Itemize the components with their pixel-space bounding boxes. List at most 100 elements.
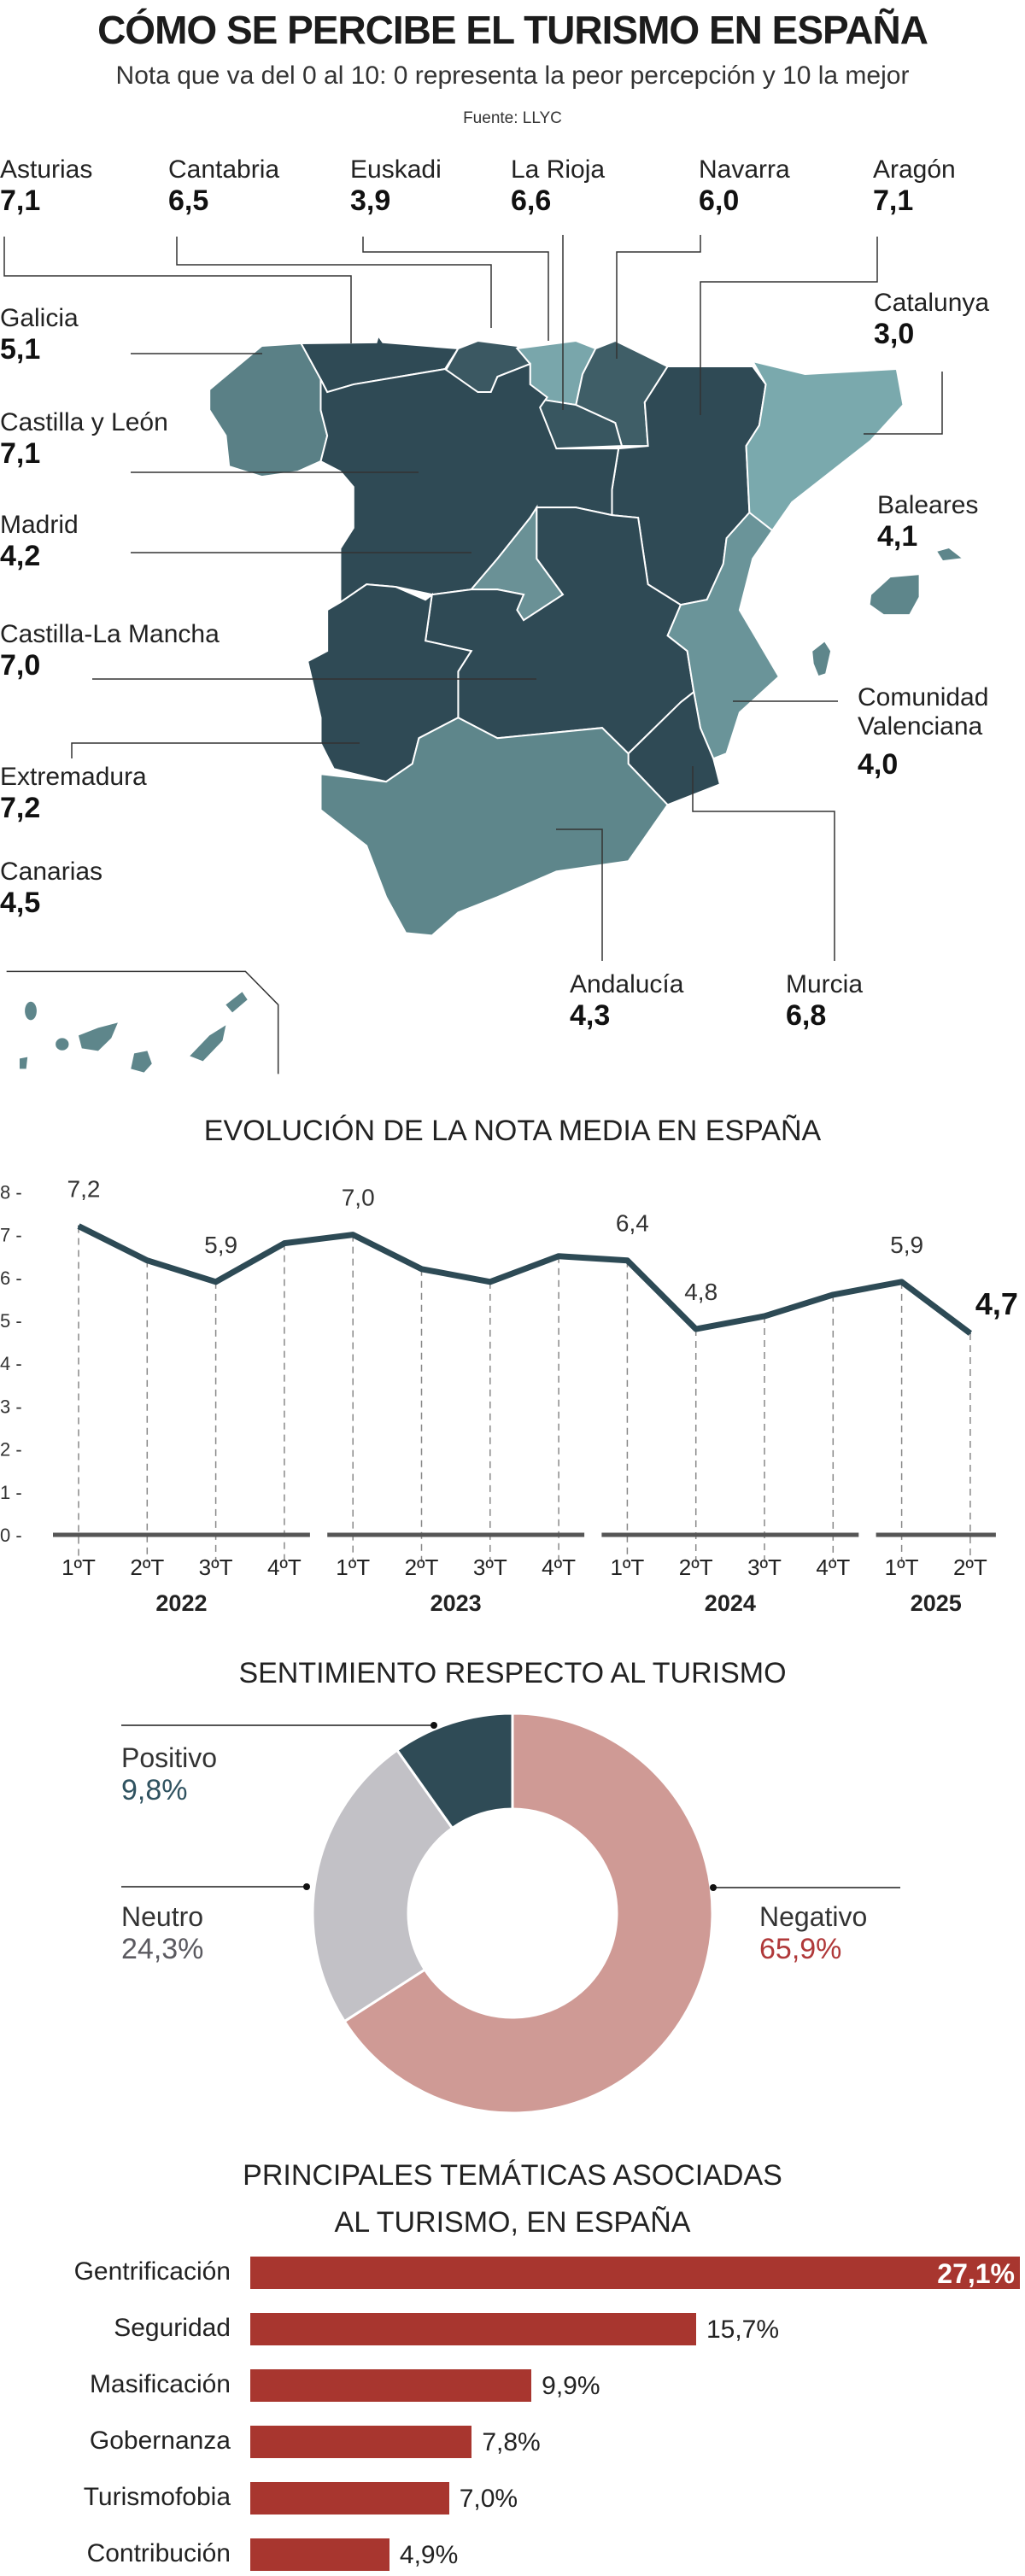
bar-category-label: Seguridad [114, 2314, 231, 2342]
y-tick-label: 5 - [0, 1310, 22, 1332]
bar-value-label: 9,9% [542, 2372, 600, 2400]
y-tick-label: 1 - [0, 1482, 22, 1503]
data-point [489, 1280, 491, 1283]
slice-value: 24,3% [121, 1933, 204, 1965]
quarter-label: 2ºT [130, 1554, 164, 1580]
data-point [558, 1255, 560, 1257]
region-name: Extremadura [0, 763, 147, 791]
region-value: 4,0 [858, 748, 899, 781]
leader-neutro-dot [303, 1883, 310, 1890]
island [190, 1025, 226, 1062]
data-point [694, 1328, 697, 1331]
data-point [352, 1233, 354, 1236]
legend-neutro: Neutro 24,3% [121, 1901, 203, 1966]
y-tick-label: 0 - [0, 1525, 22, 1546]
bar-value-label: 27,1% [937, 2258, 1015, 2289]
year-label: 2022 [155, 1590, 207, 1616]
label-canarias: Canarias 4,5 [0, 858, 102, 919]
region-andalucia [320, 717, 667, 935]
label-castilla-y-leon: Castilla y León 7,1 [0, 408, 168, 470]
island [19, 1057, 28, 1069]
island [226, 992, 248, 1013]
bar-category-label: Masificación [89, 2370, 231, 2398]
label-aragon: Aragón 7,1 [873, 155, 956, 217]
region-name: Baleares [877, 491, 979, 519]
island [56, 1038, 69, 1051]
label-la-rioja: La Rioja 6,6 [511, 155, 605, 217]
label-galicia: Galicia 5,1 [0, 304, 79, 366]
label-comunidad-valenciana: Comunidad Valenciana 4,0 [858, 683, 988, 781]
year-label: 2023 [430, 1590, 482, 1616]
quarter-label: 3ºT [473, 1554, 507, 1580]
label-navarra: Navarra 6,0 [699, 155, 790, 217]
region-value: 7,1 [873, 184, 914, 217]
quarter-label: 2ºT [679, 1554, 713, 1580]
bar [250, 2538, 390, 2571]
map-leader-lines [3, 235, 943, 961]
label-baleares: Baleares 4,1 [877, 491, 978, 553]
bar-chart-title-line2: AL TURISMO, EN ESPAÑA [334, 2206, 691, 2239]
region-value: 7,1 [0, 437, 41, 470]
data-point [900, 1280, 903, 1283]
island [131, 1051, 152, 1073]
label-euskadi: Euskadi 3,9 [350, 155, 442, 217]
legend-negativo: Negativo 65,9% [759, 1901, 867, 1966]
leader-navarra [616, 235, 701, 359]
region-value: 6,6 [511, 184, 552, 217]
line-chart: 0 - 1 - 2 - 3 - 4 - 5 - 6 - 7 - 8 - 2022 2023 2024 2… [0, 1176, 1018, 1616]
region-navarra [576, 341, 667, 446]
region-value: 6,0 [699, 184, 740, 217]
data-label: 4,7 [975, 1286, 1018, 1321]
slice-label: Neutro [121, 1901, 204, 1932]
y-tick-label: 3 - [0, 1396, 22, 1417]
label-catalunya: Catalunya 3,0 [874, 289, 989, 350]
label-asturias: Asturias 7,1 [0, 155, 92, 217]
legend-positivo: Positivo 9,8% [121, 1742, 217, 1807]
spain-map [0, 282, 1025, 1085]
region-name: Catalunya [874, 289, 990, 317]
leader-positivo-dot [430, 1722, 437, 1729]
bar-category-label: Gobernanza [89, 2427, 231, 2455]
region-name: Navarra [699, 155, 790, 184]
quarter-label: 1ºT [610, 1554, 644, 1580]
region-value: 4,5 [0, 887, 41, 919]
region-name: Galicia [0, 304, 79, 332]
year-label: 2024 [705, 1590, 756, 1616]
region-value: 6,5 [168, 184, 209, 217]
region-name: Euskadi [350, 155, 442, 184]
region-value: 4,1 [877, 520, 918, 553]
label-madrid: Madrid 4,2 [0, 511, 79, 572]
label-andalucia: Andalucía 4,3 [570, 970, 683, 1032]
y-tick-label: 4 - [0, 1353, 22, 1374]
leader-aragon [700, 237, 878, 415]
slice-label: Negativo [759, 1901, 868, 1932]
y-tick-label: 8 - [0, 1181, 22, 1203]
region-name: Castilla-La Mancha [0, 620, 220, 648]
region-name: Aragón [873, 155, 956, 184]
data-label: 4,8 [684, 1279, 718, 1305]
label-extremadura: Extremadura 7,2 [0, 763, 147, 824]
data-label: 5,9 [204, 1232, 237, 1258]
region-value: 4,3 [570, 999, 611, 1032]
canarias-inset [7, 971, 278, 1074]
leader-murcia [692, 766, 835, 961]
data-label: 5,9 [890, 1232, 923, 1258]
island-ibiza [811, 641, 831, 676]
bar-value-label: 7,0% [459, 2485, 518, 2513]
bar [250, 2257, 1020, 2289]
quarter-label: 3ºT [747, 1554, 782, 1580]
region-name: Murcia [786, 970, 864, 998]
quarter-label: 4ºT [816, 1554, 850, 1580]
y-tick-label: 6 - [0, 1268, 22, 1289]
region-value: 5,1 [0, 333, 41, 366]
region-value: 6,8 [786, 999, 827, 1032]
donut-chart [121, 1712, 900, 2115]
slice-positivo [395, 1712, 514, 1830]
data-point [283, 1242, 285, 1244]
leader-euskadi [362, 237, 549, 341]
canarias-inset-frame [7, 971, 278, 1074]
quarter-label: 1ºT [62, 1554, 96, 1580]
slice-negativo [343, 1712, 714, 2115]
island-mallorca [870, 574, 920, 615]
bar-value-label: 4,9% [399, 2541, 459, 2569]
